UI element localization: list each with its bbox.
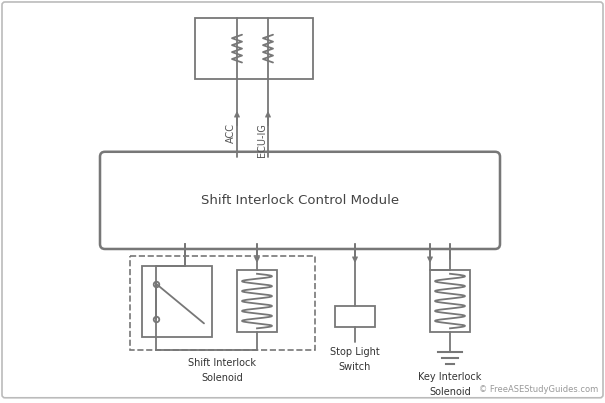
- Bar: [335, 305, 375, 327]
- Text: ACC: ACC: [226, 123, 236, 143]
- Bar: [430, 270, 470, 332]
- Text: Stop Light
Switch: Stop Light Switch: [330, 347, 380, 372]
- Bar: [130, 256, 315, 350]
- FancyBboxPatch shape: [100, 152, 500, 249]
- Text: Shift Interlock Control Module: Shift Interlock Control Module: [201, 194, 399, 207]
- Bar: [195, 18, 313, 79]
- Bar: [237, 270, 277, 332]
- Text: Shift Interlock
Solenoid: Shift Interlock Solenoid: [189, 358, 257, 383]
- Bar: [142, 266, 212, 337]
- Text: © FreeASEStudyGuides.com: © FreeASEStudyGuides.com: [479, 385, 598, 394]
- Text: Key Interlock
Solenoid: Key Interlock Solenoid: [418, 372, 482, 397]
- Text: ECU-IG: ECU-IG: [257, 123, 267, 157]
